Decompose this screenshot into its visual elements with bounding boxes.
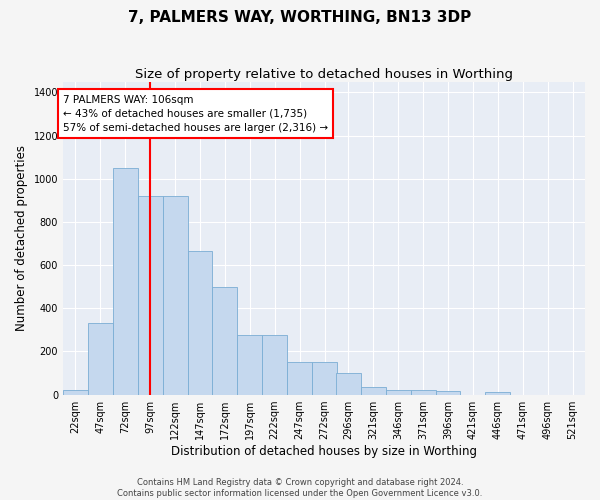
Bar: [63, 390, 88, 394]
Bar: [336, 373, 361, 394]
Bar: [312, 362, 337, 394]
Bar: [113, 168, 138, 394]
Bar: [212, 286, 238, 395]
Title: Size of property relative to detached houses in Worthing: Size of property relative to detached ho…: [135, 68, 513, 80]
Bar: [485, 392, 510, 394]
Text: Contains HM Land Registry data © Crown copyright and database right 2024.
Contai: Contains HM Land Registry data © Crown c…: [118, 478, 482, 498]
Bar: [410, 390, 436, 394]
Bar: [262, 335, 287, 394]
Bar: [188, 251, 212, 394]
Text: 7 PALMERS WAY: 106sqm
← 43% of detached houses are smaller (1,735)
57% of semi-d: 7 PALMERS WAY: 106sqm ← 43% of detached …: [63, 94, 328, 132]
Bar: [287, 362, 312, 394]
Bar: [386, 390, 410, 394]
Text: 7, PALMERS WAY, WORTHING, BN13 3DP: 7, PALMERS WAY, WORTHING, BN13 3DP: [128, 10, 472, 25]
Bar: [163, 196, 188, 394]
X-axis label: Distribution of detached houses by size in Worthing: Distribution of detached houses by size …: [171, 444, 477, 458]
Bar: [238, 335, 262, 394]
Y-axis label: Number of detached properties: Number of detached properties: [15, 145, 28, 331]
Bar: [88, 324, 113, 394]
Bar: [436, 392, 460, 394]
Bar: [138, 196, 163, 394]
Bar: [361, 387, 386, 394]
